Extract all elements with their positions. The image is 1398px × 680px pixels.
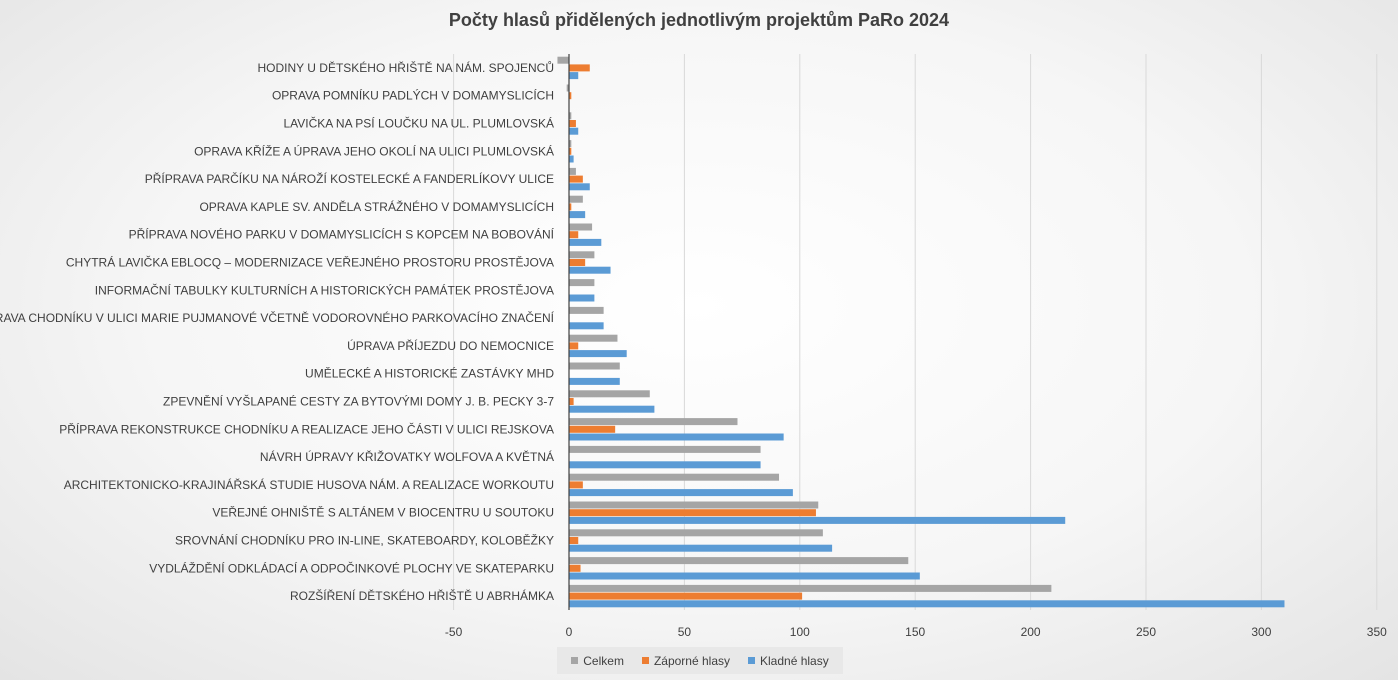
category-label: ZPEVNĚNÍ VYŠLAPANÉ CESTY ZA BYTOVÝMI DOM…: [163, 394, 554, 409]
x-tick-label: 150: [905, 625, 925, 639]
bar-kladne: [569, 377, 620, 385]
x-tick-label: 50: [678, 625, 692, 639]
bar-kladne: [569, 72, 579, 80]
x-tick-label: 0: [566, 625, 573, 639]
bar-kladne: [569, 600, 1285, 608]
legend: Celkem Záporné hlasy Kladné hlasy: [557, 647, 843, 674]
bar-zaporne: [569, 537, 579, 544]
x-tick-label: 350: [1367, 625, 1387, 639]
bar-celkem: [569, 390, 650, 398]
bar-celkem: [569, 167, 576, 175]
bar-zaporne: [569, 64, 590, 72]
bar-zaporne: [569, 175, 583, 183]
bar-kladne: [569, 350, 627, 358]
bar-celkem: [569, 529, 823, 537]
bar-kladne: [569, 266, 611, 274]
legend-item-kladne: Kladné hlasy: [748, 654, 829, 668]
bar-zaporne: [569, 509, 816, 517]
bar-zaporne: [569, 425, 616, 433]
category-label: ROZŠÍŘENÍ DĚTSKÉHO HŘIŠTĚ U ABRHÁMKA: [290, 588, 554, 603]
x-tick-label: -50: [445, 625, 463, 639]
bar-zaporne: [569, 259, 586, 266]
category-label: OPRAVA POMNÍKU PADLÝCH V DOMAMYSLICÍCH: [272, 88, 554, 103]
category-label: NÁVRH ÚPRAVY KŘIŽOVATKY WOLFOVA A KVĚTNÁ: [260, 449, 554, 464]
category-label: LAVIČKA NA PSÍ LOUČKU NA UL. PLUMLOVSKÁ: [283, 116, 554, 131]
category-label: INFORMAČNÍ TABULKY KULTURNÍCH A HISTORIC…: [95, 282, 554, 297]
legend-swatch-kladne: [748, 657, 755, 664]
legend-label-zaporne: Záporné hlasy: [653, 653, 730, 668]
bar-celkem: [557, 56, 569, 64]
x-tick-label: 250: [1136, 625, 1156, 639]
bar-kladne: [569, 155, 574, 163]
category-label: VYDLÁŽDĚNÍ ODKLÁDACÍ A ODPOČINKOVÉ PLOCH…: [149, 560, 554, 575]
bar-celkem: [569, 112, 572, 120]
category-label: SROVNÁNÍ CHODNÍKU PRO IN-LINE, SKATEBOAR…: [175, 533, 554, 548]
bar-kladne: [569, 238, 602, 246]
bar-zaporne: [569, 342, 579, 350]
bar-celkem: [569, 584, 1052, 592]
bar-kladne: [569, 405, 655, 413]
chart-title: Počty hlasů přidělených jednotlivým proj…: [448, 10, 950, 30]
bar-zaporne: [569, 481, 583, 489]
legend-label-celkem: Celkem: [583, 653, 624, 668]
category-label: HODINY U DĚTSKÉHO HŘIŠTĚ NA NÁM. SPOJENC…: [258, 60, 555, 75]
bar-zaporne: [569, 564, 581, 572]
category-label: OPRAVA CHODNÍKU V ULICI MARIE PUJMANOVÉ …: [0, 310, 555, 325]
legend-swatch-zaporne: [641, 657, 649, 664]
category-label: UMĚLECKÉ A HISTORICKÉ ZASTÁVKY MHD: [305, 366, 554, 381]
legend-swatch-celkem: [571, 657, 579, 664]
category-label: PŘÍPRAVA PARČÍKU NA NÁROŽÍ KOSTELECKÉ A …: [145, 171, 554, 186]
category-label: OPRAVA KAPLE SV. ANDĚLA STRÁŽNÉHO V DOMA…: [199, 199, 554, 214]
bar-celkem: [569, 501, 819, 509]
category-label: OPRAVA KŘÍŽE A ÚPRAVA JEHO OKOLÍ NA ULIC…: [194, 143, 554, 158]
bar-zaporne: [569, 92, 572, 100]
x-tick-label: 200: [1021, 625, 1041, 639]
bar-kladne: [569, 461, 761, 469]
legend-item-zaporne: Záporné hlasy: [641, 653, 730, 668]
bar-kladne: [569, 516, 1066, 524]
bar-zaporne: [569, 592, 803, 600]
bar-celkem: [569, 195, 583, 203]
legend-label-kladne: Kladné hlasy: [760, 653, 829, 668]
bar-kladne: [569, 211, 586, 219]
category-label: PŘÍPRAVA NOVÉHO PARKU V DOMAMYSLICÍCH S …: [129, 227, 555, 242]
bar-celkem: [569, 418, 738, 426]
bar-celkem: [569, 445, 761, 453]
bar-kladne: [569, 127, 579, 135]
bar-celkem: [569, 279, 595, 287]
bar-zaporne: [569, 203, 572, 211]
bar-zaporne: [569, 231, 579, 239]
category-label: PŘÍPRAVA REKONSTRUKCE CHODNÍKU A REALIZA…: [59, 421, 554, 436]
bar-celkem: [569, 334, 618, 342]
bar-celkem: [569, 251, 595, 259]
legend-item-celkem: Celkem: [571, 654, 624, 668]
bar-zaporne: [569, 147, 572, 155]
bar-celkem: [569, 223, 593, 231]
bar-celkem: [566, 84, 569, 92]
category-label: ARCHITEKTONICKO-KRAJINÁŘSKÁ STUDIE HUSOV…: [64, 477, 554, 492]
category-label: CHYTRÁ LAVIČKA EBLOCQ – MODERNIZACE VEŘE…: [66, 255, 554, 270]
bar-kladne: [569, 489, 793, 497]
bar-celkem: [569, 557, 909, 565]
bar-kladne: [569, 322, 604, 330]
category-label: VEŘEJNÉ OHNIŠTĚ S ALTÁNEM V BIOCENTRU U …: [212, 505, 554, 520]
x-tick-label: 300: [1251, 625, 1271, 639]
bar-kladne: [569, 294, 595, 302]
bar-zaporne: [569, 398, 574, 405]
bar-celkem: [569, 473, 780, 481]
x-tick-label: 100: [790, 625, 810, 639]
category-label: ÚPRAVA PŘÍJEZDU DO NEMOCNICE: [347, 338, 554, 353]
bar-kladne: [569, 544, 833, 552]
bar-zaporne: [569, 120, 576, 127]
bar-kladne: [569, 183, 590, 191]
bar-celkem: [569, 306, 604, 314]
bar-celkem: [569, 140, 572, 148]
bar-kladne: [569, 572, 920, 580]
bar-kladne: [569, 433, 784, 441]
bar-celkem: [569, 362, 620, 370]
